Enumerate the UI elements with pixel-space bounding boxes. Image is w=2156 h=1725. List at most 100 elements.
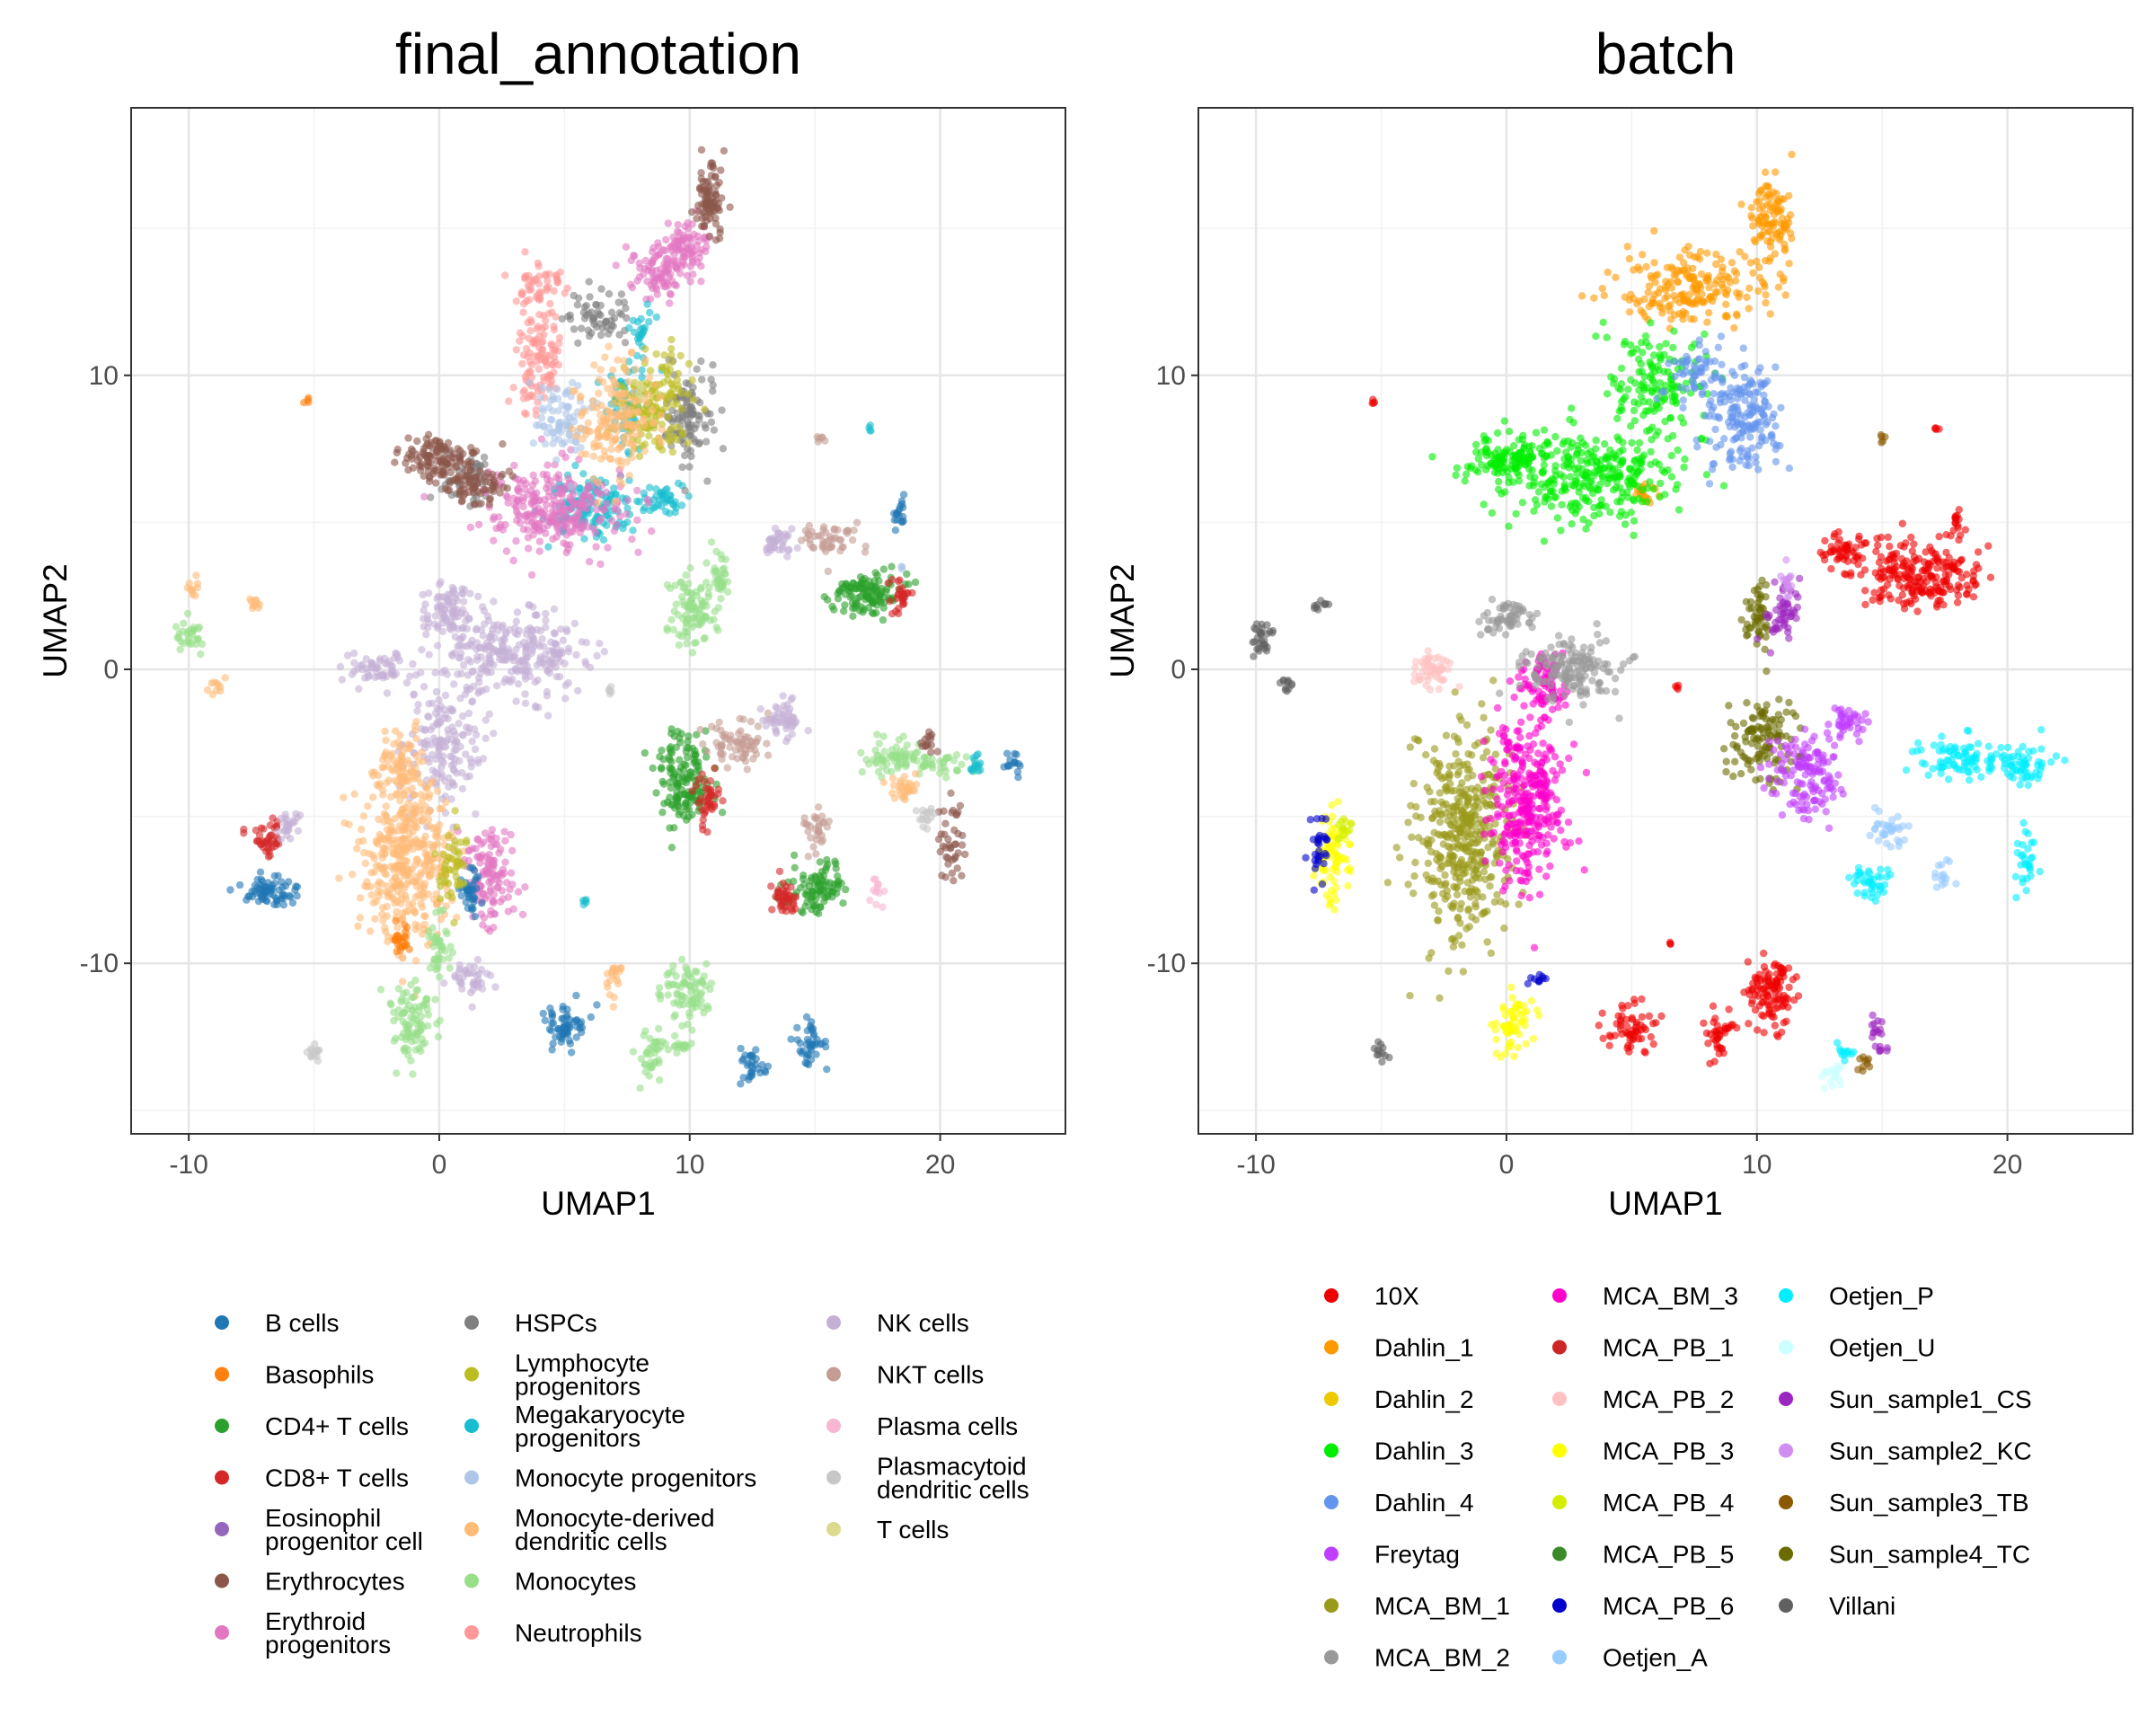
point	[771, 524, 780, 533]
point	[420, 912, 429, 920]
point	[486, 494, 494, 502]
point	[912, 748, 920, 757]
point	[559, 636, 568, 644]
point	[607, 390, 615, 398]
point	[535, 547, 543, 555]
point	[418, 646, 426, 654]
point	[816, 858, 824, 866]
point	[280, 891, 288, 899]
cluster-74	[897, 562, 906, 573]
point	[561, 659, 569, 668]
point	[412, 986, 420, 995]
point	[599, 506, 608, 515]
point	[788, 694, 797, 702]
point	[596, 455, 605, 463]
point	[658, 490, 667, 499]
point	[521, 883, 529, 891]
point	[548, 1046, 556, 1054]
point	[510, 651, 519, 660]
point	[721, 555, 729, 563]
point	[804, 827, 812, 836]
point	[392, 916, 400, 925]
point	[436, 877, 444, 885]
point	[306, 1045, 315, 1053]
point	[714, 580, 722, 588]
point	[539, 1009, 547, 1018]
point	[459, 731, 467, 739]
point	[762, 721, 770, 730]
point	[597, 285, 605, 293]
point	[413, 769, 422, 778]
point	[373, 781, 381, 789]
point	[550, 605, 559, 614]
point	[603, 969, 612, 978]
point	[627, 256, 635, 265]
point	[783, 553, 791, 561]
point	[448, 723, 456, 731]
point	[648, 406, 657, 414]
point	[823, 1066, 831, 1074]
point	[944, 854, 952, 862]
point	[446, 486, 454, 494]
point	[462, 617, 470, 625]
point	[663, 367, 671, 376]
legend-item: Megakaryocyte progenitors	[464, 1401, 685, 1452]
point	[862, 542, 870, 551]
point	[451, 730, 460, 739]
point	[814, 803, 823, 811]
point	[393, 448, 401, 457]
point	[627, 349, 636, 357]
point	[501, 836, 509, 845]
point	[719, 445, 728, 453]
point	[516, 518, 525, 527]
point	[435, 973, 444, 981]
point	[856, 593, 864, 601]
point	[920, 754, 928, 762]
point	[588, 316, 597, 325]
point	[412, 1030, 420, 1038]
point	[473, 956, 482, 964]
point	[453, 473, 461, 482]
point	[628, 454, 636, 462]
legend-marker	[464, 1315, 479, 1330]
legend-item: Monocyte-derived dendritic cells	[464, 1504, 715, 1555]
point	[481, 620, 489, 628]
point	[950, 877, 958, 885]
legend-item: Plasma cells	[826, 1412, 1018, 1440]
point	[787, 1035, 795, 1043]
point	[404, 465, 412, 474]
point	[367, 891, 376, 899]
point	[779, 879, 787, 888]
point	[512, 503, 520, 511]
point	[646, 506, 654, 515]
point	[623, 367, 631, 376]
point	[635, 391, 643, 399]
point	[873, 730, 881, 739]
point	[688, 623, 697, 632]
point	[421, 725, 429, 734]
point	[604, 544, 612, 552]
point	[504, 893, 513, 901]
point	[448, 779, 457, 788]
point	[655, 1076, 664, 1084]
point	[486, 656, 495, 664]
point	[952, 751, 961, 759]
point	[901, 795, 909, 804]
point	[941, 754, 950, 763]
point	[425, 821, 433, 829]
point	[908, 588, 916, 597]
legend-marker	[215, 1522, 229, 1536]
point	[433, 641, 442, 650]
point	[261, 897, 270, 905]
point	[919, 823, 927, 831]
point	[411, 908, 420, 917]
point	[402, 924, 411, 932]
point	[958, 871, 966, 880]
point	[536, 655, 544, 664]
point	[508, 846, 517, 854]
point	[658, 425, 666, 433]
point	[954, 849, 962, 857]
point	[879, 604, 888, 612]
legend-marker	[464, 1522, 479, 1536]
point	[402, 1020, 410, 1029]
